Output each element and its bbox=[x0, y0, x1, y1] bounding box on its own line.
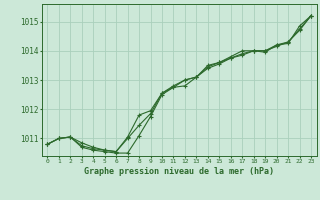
X-axis label: Graphe pression niveau de la mer (hPa): Graphe pression niveau de la mer (hPa) bbox=[84, 167, 274, 176]
